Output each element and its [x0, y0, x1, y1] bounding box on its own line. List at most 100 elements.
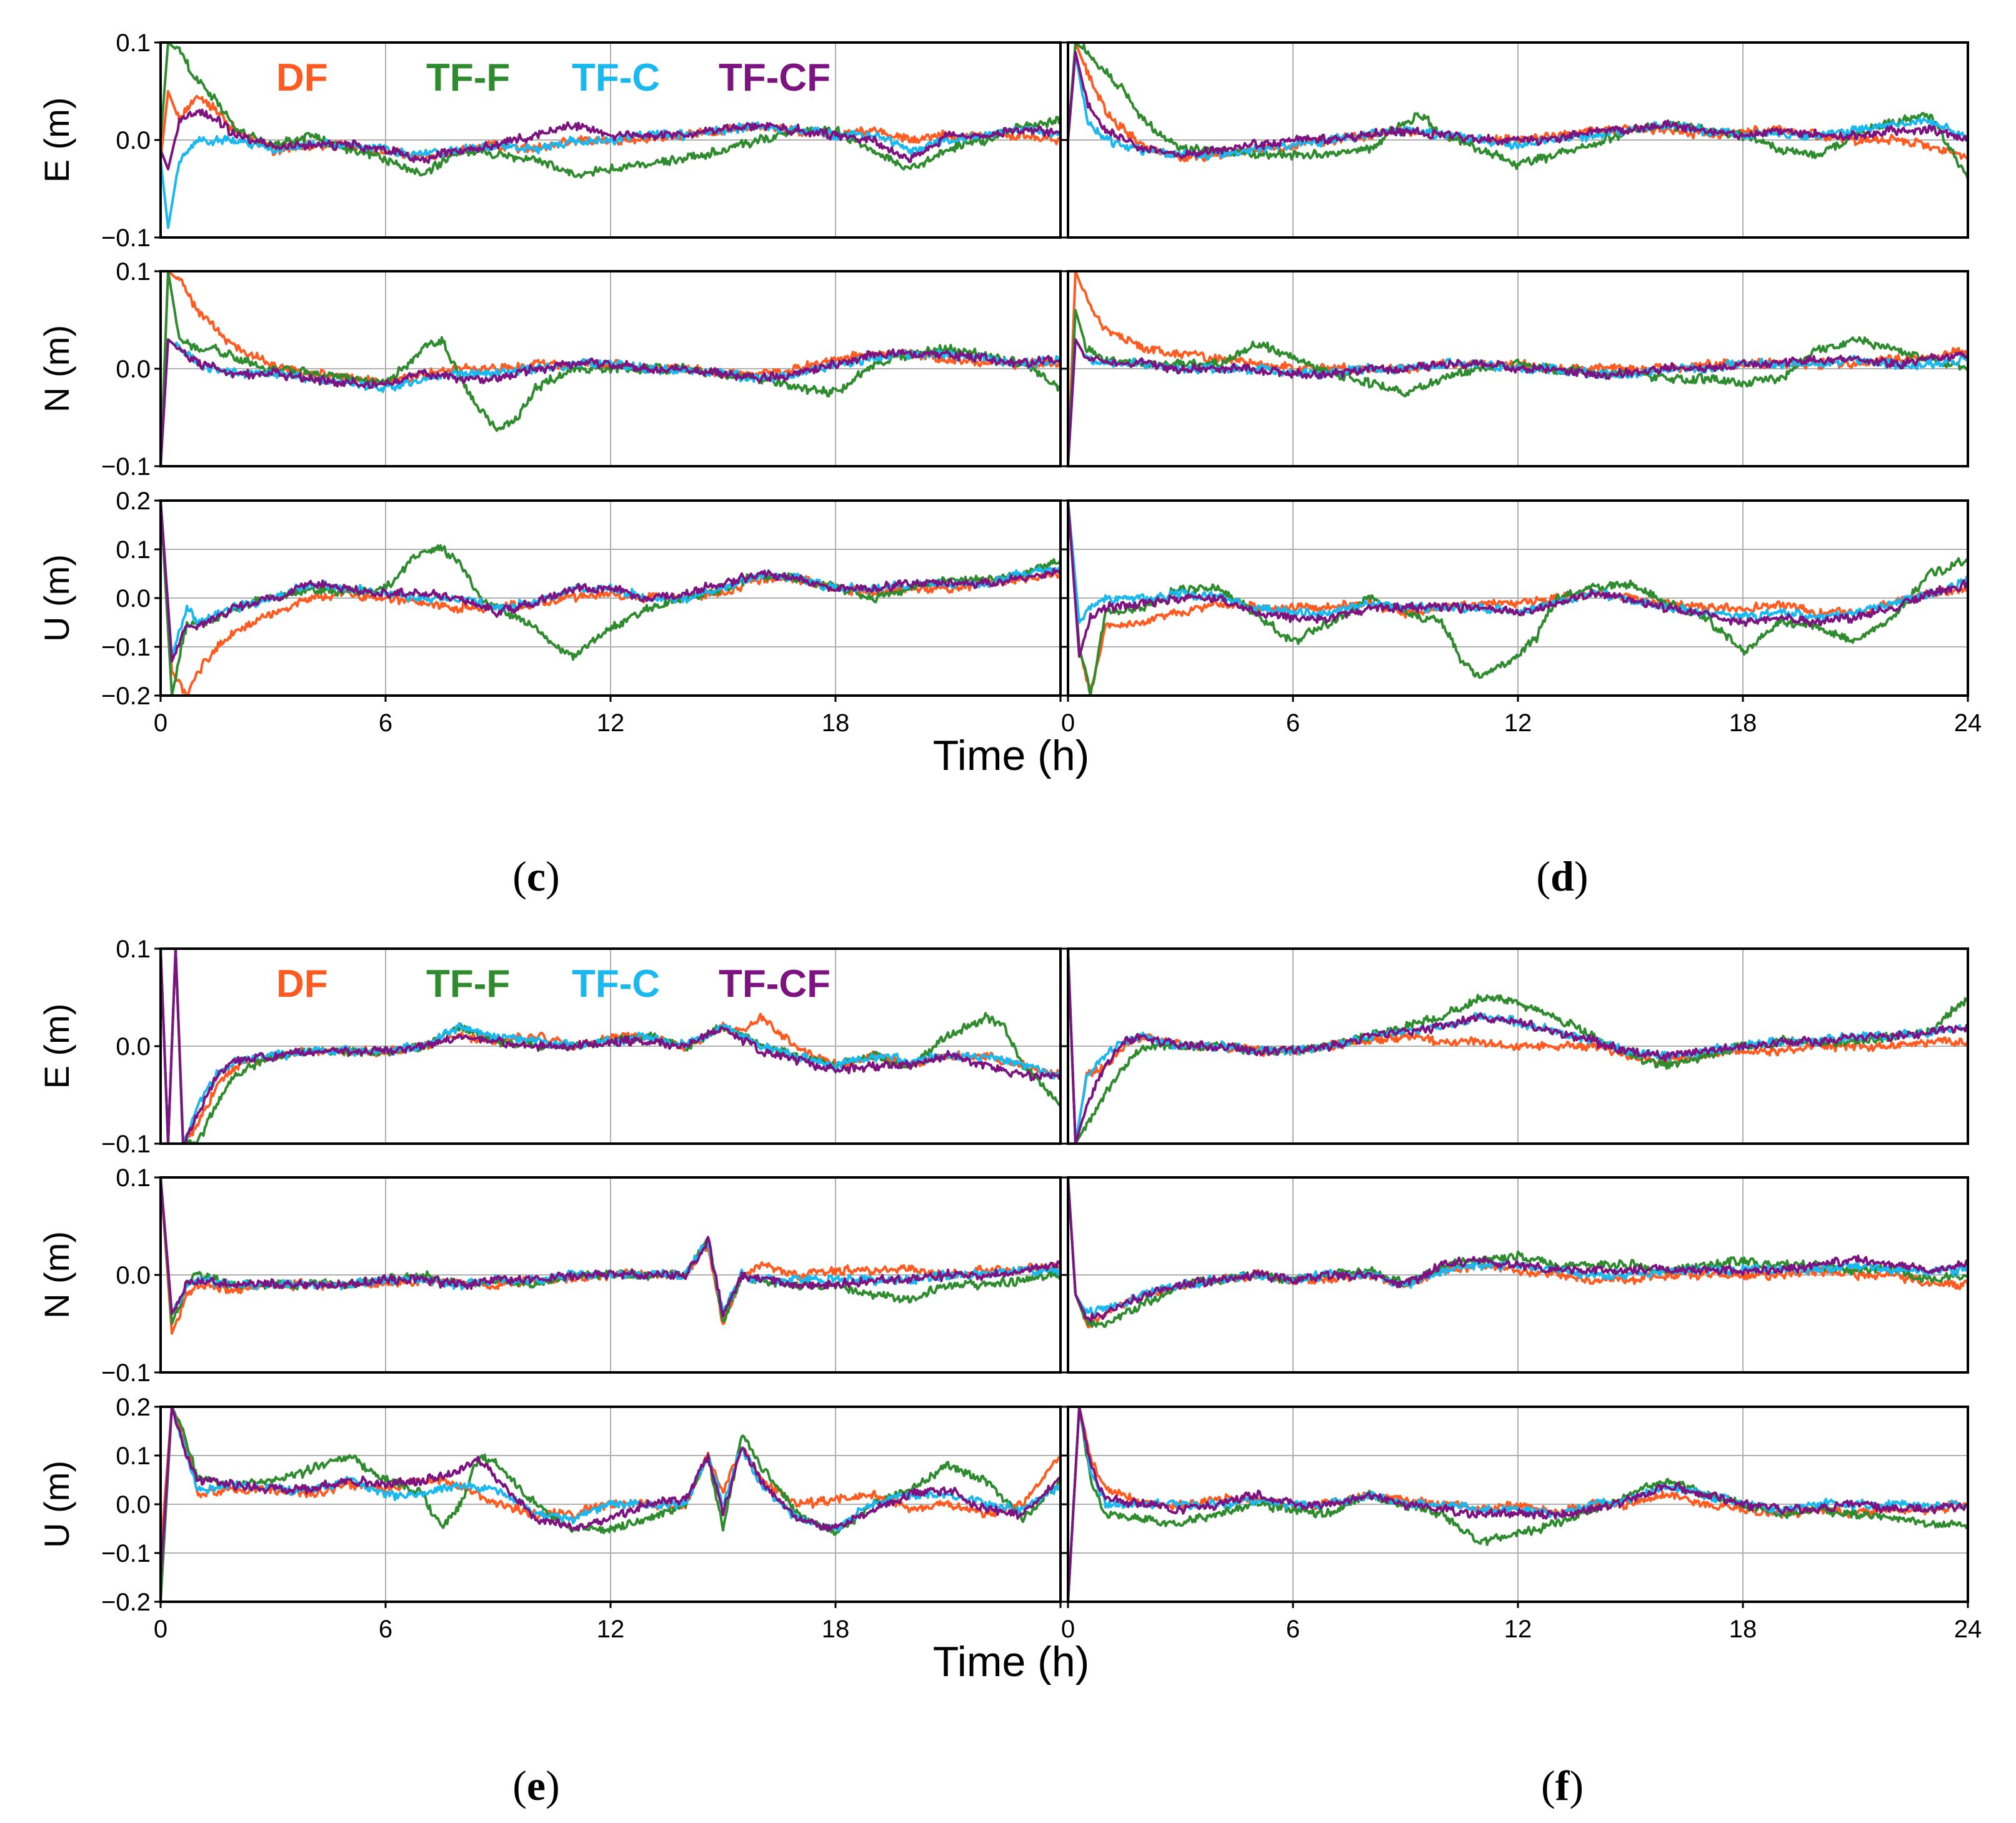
y-tick-label: 0.1 [116, 936, 151, 963]
series-group [1068, 501, 1968, 696]
y-axis-label: E (m) [37, 1004, 76, 1089]
x-tick-label: 6 [379, 1616, 392, 1643]
legend-top: DF TF-F TF-C TF-CF [276, 56, 831, 99]
series-group [161, 1177, 1060, 1335]
series-line-tf-cf [161, 108, 1060, 171]
figure-e-f: −0.1 0.0 0.1 E (m) −0.1 0.0 0.1 N (m) −0.2 −0.1 0.… [37, 936, 1982, 1686]
y-tick-label: −0.1 [101, 1131, 151, 1158]
legend-label-df: DF [276, 962, 328, 1006]
y-tick-label: 0.0 [116, 127, 151, 154]
caption-e: (e) [512, 1762, 560, 1809]
series-group [161, 949, 1060, 1144]
series-group [161, 1407, 1060, 1602]
y-axis-label: U (m) [37, 554, 76, 642]
series-group [1068, 271, 1968, 466]
x-tick-label: 6 [1286, 1616, 1300, 1643]
x-tick-label: 6 [379, 709, 392, 737]
series-line-tf-f [1068, 501, 1968, 696]
series-line-tf-cf [1068, 949, 1968, 1144]
x-tick-label: 18 [822, 1616, 850, 1643]
x-tick-label: 18 [1729, 709, 1757, 737]
x-tick-label: 12 [597, 709, 625, 737]
panel-u-c: −0.2 −0.1 0.0 0.1 0.2 U (m) 0 6 12 18 [37, 487, 1062, 737]
x-tick-label: 24 [1954, 1616, 1982, 1643]
caption-f: (f) [1541, 1762, 1584, 1809]
y-tick-label: 0.2 [116, 1394, 151, 1421]
series-line-tf-cf [161, 1407, 1060, 1578]
x-tick-label: 12 [1504, 1616, 1532, 1643]
x-tick-label: 0 [154, 1616, 167, 1643]
y-tick-label: −0.1 [101, 1359, 151, 1387]
x-tick-label: 6 [1286, 709, 1300, 737]
panel-e-e: −0.1 0.0 0.1 E (m) [37, 936, 1062, 1158]
y-tick-label: −0.2 [101, 1589, 151, 1616]
series-line-tf-cf [1068, 51, 1968, 159]
caption-c: (c) [512, 852, 560, 900]
x-axis-label: Time (h) [933, 732, 1090, 779]
panel-u-f: 0 6 12 18 24 [1061, 1406, 1982, 1643]
y-tick-label: 0.1 [116, 258, 151, 286]
series-line-df [1068, 42, 1968, 162]
x-tick-label: 18 [1729, 1616, 1757, 1643]
x-tick-label: 24 [1954, 709, 1982, 737]
series-line-tf-c [161, 501, 1060, 658]
series-group [1068, 1407, 1968, 1602]
y-tick-label: −0.2 [101, 682, 151, 710]
y-tick-label: 0.1 [116, 29, 151, 57]
y-tick-label: 0.1 [116, 536, 151, 564]
x-tick-label: 12 [1504, 709, 1532, 737]
panel-n-e: −0.1 0.0 0.1 N (m) [37, 1164, 1062, 1387]
series-group [1068, 42, 1968, 180]
series-line-tf-cf [1068, 338, 1968, 466]
series-line-tf-cf [1068, 501, 1968, 658]
panel-n-c: −0.1 0.0 0.1 N (m) [37, 258, 1062, 481]
y-tick-label: 0.0 [116, 1033, 151, 1061]
x-axis-label: Time (h) [933, 1638, 1090, 1686]
y-tick-label: 0.0 [116, 1262, 151, 1289]
y-tick-label: −0.1 [101, 224, 151, 252]
y-axis-label: N (m) [37, 325, 76, 412]
series-line-tf-f [161, 42, 1060, 179]
series-line-tf-cf [161, 1177, 1060, 1318]
y-axis-label: U (m) [37, 1461, 76, 1548]
legend-label-tf-c: TF-C [572, 56, 660, 99]
series-line-tf-f [161, 501, 1060, 696]
legend-label-tf-f: TF-F [426, 56, 510, 99]
legend-bottom: DF TF-F TF-C TF-CF [276, 962, 831, 1006]
y-tick-label: 0.0 [116, 356, 151, 383]
x-tick-label: 12 [597, 1616, 625, 1643]
x-tick-label: 0 [1061, 709, 1075, 737]
panel-e-c: −0.1 0.0 0.1 E (m) [37, 29, 1062, 252]
caption-d: (d) [1536, 852, 1588, 900]
panel-e-d [1062, 41, 1969, 239]
y-tick-label: 0.0 [116, 1491, 151, 1519]
y-tick-label: −0.1 [101, 1540, 151, 1567]
panel-e-f [1062, 947, 1969, 1145]
legend-label-tf-cf: TF-CF [719, 962, 831, 1006]
legend-label-tf-c: TF-C [572, 962, 660, 1006]
y-axis-label: N (m) [37, 1231, 76, 1319]
legend-label-tf-f: TF-F [426, 962, 510, 1006]
x-tick-label: 0 [1061, 1616, 1075, 1643]
y-axis-label: E (m) [37, 97, 76, 183]
series-line-tf-cf [161, 949, 1060, 1144]
figure-c-d: −0.1 0.0 0.1 E (m) −0.1 0.0 0.1 N (m) −0.2 −0.1 0.… [37, 29, 1982, 779]
x-tick-label: 18 [822, 709, 850, 737]
series-group [161, 501, 1060, 696]
legend-label-df: DF [276, 56, 328, 99]
panel-u-d: 0 6 12 18 24 [1061, 499, 1982, 737]
series-group [161, 271, 1060, 466]
x-tick-label: 0 [154, 709, 167, 737]
y-tick-label: 0.2 [116, 487, 151, 515]
y-tick-label: 0.0 [116, 585, 151, 612]
y-tick-label: −0.1 [101, 453, 151, 481]
series-line-tf-cf [161, 338, 1060, 466]
series-line-tf-c [161, 1407, 1060, 1578]
series-line-tf-cf [1068, 1407, 1968, 1602]
y-tick-label: 0.1 [116, 1442, 151, 1470]
series-group [1068, 949, 1968, 1144]
series-line-tf-cf [161, 501, 1060, 663]
y-tick-label: 0.1 [116, 1164, 151, 1192]
panel-n-d [1062, 270, 1969, 467]
